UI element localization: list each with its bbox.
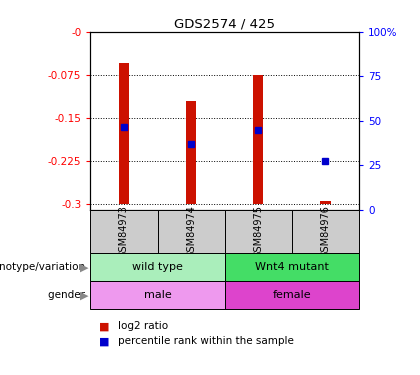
Text: wild type: wild type [132, 262, 183, 272]
Text: GSM84973: GSM84973 [119, 205, 129, 258]
Text: log2 ratio: log2 ratio [118, 321, 168, 331]
Bar [253, 75, 263, 204]
Bar [90, 210, 158, 253]
Text: ■: ■ [99, 321, 109, 331]
Title: GDS2574 / 425: GDS2574 / 425 [174, 18, 275, 31]
Text: genotype/variation: genotype/variation [0, 262, 88, 272]
Bar [292, 210, 359, 253]
Bar [158, 210, 225, 253]
Text: Wnt4 mutant: Wnt4 mutant [255, 262, 329, 272]
Bar [90, 253, 225, 281]
Bar [186, 101, 196, 204]
Bar [225, 281, 359, 309]
Text: ▶: ▶ [80, 262, 88, 272]
Bar [225, 210, 292, 253]
Text: male: male [144, 290, 171, 300]
Text: GSM84976: GSM84976 [320, 205, 331, 258]
Text: ■: ■ [99, 336, 109, 346]
Text: ▶: ▶ [80, 290, 88, 300]
Text: GSM84975: GSM84975 [253, 205, 263, 258]
Text: GSM84974: GSM84974 [186, 205, 196, 258]
Bar [90, 281, 225, 309]
Bar [119, 63, 129, 204]
Bar [225, 253, 359, 281]
Text: gender: gender [48, 290, 88, 300]
Text: percentile rank within the sample: percentile rank within the sample [118, 336, 294, 346]
Text: female: female [273, 290, 311, 300]
Bar [320, 201, 331, 204]
